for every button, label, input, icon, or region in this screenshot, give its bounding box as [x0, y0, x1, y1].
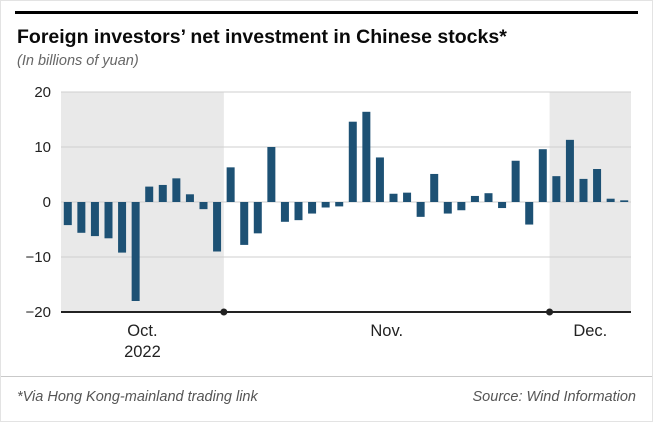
bar: [118, 202, 127, 253]
bar: [362, 111, 371, 202]
bar-chart: 20 10 0 −10 −20 Oct. 2022 Nov. Dec.: [26, 84, 631, 361]
bar: [389, 193, 398, 202]
bar: [470, 195, 479, 202]
bar: [498, 202, 507, 209]
bar: [538, 149, 547, 202]
bar: [104, 202, 113, 239]
bar: [131, 202, 140, 301]
y-axis-label: 20: [34, 84, 51, 101]
y-axis-label: 10: [34, 139, 51, 156]
bar: [593, 169, 602, 202]
bar: [253, 202, 262, 234]
bar: [348, 121, 357, 202]
bar: [565, 139, 574, 202]
bar: [321, 202, 330, 208]
x-axis-label: Dec.: [573, 322, 607, 340]
bar: [335, 202, 344, 207]
chart-footer: *Via Hong Kong-mainland trading link Sou…: [1, 376, 652, 421]
x-axis-label: Oct.: [127, 322, 157, 340]
bar: [620, 200, 629, 202]
bar: [90, 202, 99, 237]
bar: [294, 202, 303, 221]
bar: [280, 202, 289, 222]
bar: [267, 147, 276, 202]
source-attribution: Source: Wind Information: [472, 389, 636, 405]
bar: [606, 198, 615, 202]
bar: [145, 186, 154, 202]
y-axis-label: 0: [43, 194, 51, 211]
x-axis-sublabel: 2022: [124, 343, 161, 361]
bar: [158, 184, 167, 202]
chart-subtitle: (In billions of yuan): [17, 53, 139, 69]
footnote: *Via Hong Kong-mainland trading link: [17, 389, 258, 405]
bar: [63, 202, 72, 226]
bar: [416, 202, 425, 217]
bar: [213, 202, 222, 252]
bar: [226, 167, 235, 202]
bar: [185, 194, 194, 202]
x-axis-label: Nov.: [370, 322, 403, 340]
bar: [552, 176, 561, 202]
chart-title: Foreign investors’ net investment in Chi…: [17, 26, 507, 48]
bar: [457, 202, 466, 211]
top-rule: [15, 11, 638, 14]
bar: [77, 202, 86, 233]
bar: [375, 157, 384, 202]
bar: [484, 193, 493, 202]
axis-tick-dot: [220, 308, 228, 316]
bar: [172, 178, 181, 202]
y-axis-label: −20: [26, 304, 51, 321]
bar: [525, 202, 534, 225]
bar: [430, 173, 439, 202]
bar: [308, 202, 317, 214]
axis-tick-dot: [546, 308, 554, 316]
bar: [240, 202, 249, 245]
bar: [511, 160, 520, 202]
bar: [579, 178, 588, 202]
bar: [443, 202, 452, 214]
y-axis-label: −10: [26, 249, 51, 266]
bar: [403, 192, 412, 202]
bar: [199, 202, 208, 210]
